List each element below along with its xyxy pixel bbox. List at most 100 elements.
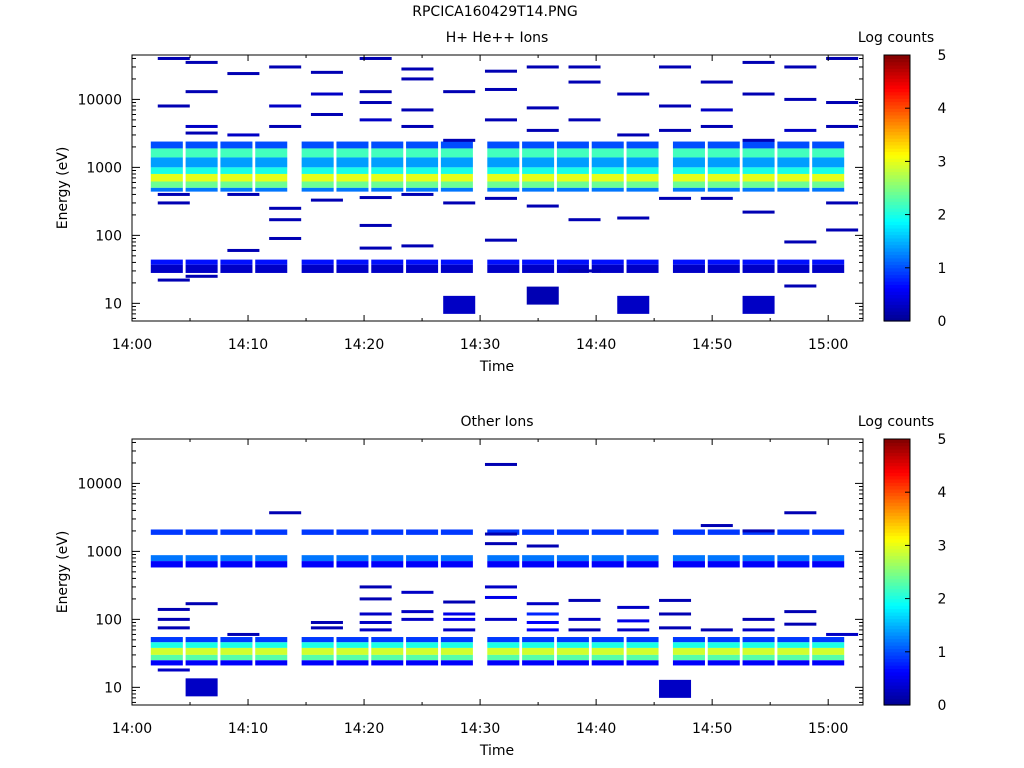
heatmap-cell: [742, 628, 775, 632]
heatmap-cell: [707, 642, 740, 648]
heatmap-cell: [784, 97, 817, 101]
heatmap-cell: [484, 462, 517, 466]
colorbar-segment: [884, 124, 910, 129]
colorbar-segment: [884, 267, 910, 272]
heatmap-cell: [406, 167, 439, 174]
heatmap-cell: [406, 181, 439, 188]
heatmap-cell: [185, 124, 218, 128]
heatmap-cell: [626, 148, 659, 158]
heatmap-cell: [591, 642, 624, 648]
heatmap-cell: [336, 654, 369, 661]
heatmap-cell: [336, 637, 369, 643]
colorbar-segment: [884, 572, 910, 576]
y-tick-label: 1000: [86, 160, 122, 176]
heatmap-cell: [556, 259, 589, 265]
colorbar-segment: [884, 475, 910, 480]
heatmap-cell: [301, 660, 334, 666]
heatmap-cell: [626, 654, 659, 661]
heatmap-cell: [220, 647, 253, 655]
heatmap-cell: [255, 187, 288, 192]
heatmap-cell: [672, 141, 705, 149]
heatmap-cell: [556, 141, 589, 149]
colorbar-tick-label: 0: [938, 698, 947, 714]
heatmap-cell: [568, 598, 601, 602]
heatmap-cell: [707, 187, 740, 192]
heatmap-cell: [487, 187, 520, 192]
heatmap-cell: [359, 597, 392, 601]
heatmap-cell: [336, 264, 369, 273]
heatmap-cell: [777, 141, 810, 149]
heatmap-cell: [301, 148, 334, 158]
x-tick-label: 14:30: [460, 337, 500, 353]
heatmap-cell: [777, 647, 810, 655]
colorbar-segment: [884, 492, 910, 497]
x-tick-label: 14:20: [344, 721, 384, 737]
heatmap-cell: [301, 561, 334, 568]
heatmap-cell: [371, 647, 404, 655]
heatmap-cell: [336, 561, 369, 568]
colorbar-segment: [884, 698, 910, 703]
heatmap-cell: [777, 264, 810, 273]
heatmap-cell: [626, 529, 659, 535]
colorbar-segment: [884, 661, 910, 666]
heatmap-cell: [742, 60, 775, 64]
heatmap-cell: [784, 622, 817, 626]
heatmap-cell: [568, 269, 601, 273]
heatmap-cell: [672, 148, 705, 158]
colorbar-segment: [884, 581, 910, 586]
heatmap-cell: [568, 617, 601, 621]
colorbar-tick-label: 5: [938, 48, 947, 64]
heatmap-cell: [359, 196, 392, 200]
heatmap-cell: [484, 595, 517, 599]
heatmap-cell: [185, 660, 218, 666]
colorbar-segment: [884, 621, 910, 626]
heatmap-cell: [522, 181, 555, 188]
heatmap-cell: [220, 555, 253, 562]
colorbar-segment: [884, 227, 910, 232]
heatmap-cell: [440, 654, 473, 661]
heatmap-cell: [443, 628, 476, 632]
colorbar-segment: [884, 608, 910, 613]
x-tick-label: 14:40: [576, 337, 616, 353]
heatmap-cell: [617, 605, 650, 609]
heatmap-cell: [406, 141, 439, 149]
colorbar-segment: [884, 488, 910, 493]
heatmap-cell: [185, 157, 218, 168]
heatmap-cell: [150, 141, 183, 149]
colorbar-segment: [884, 281, 910, 286]
heatmap-cell: [150, 555, 183, 562]
heatmap-cell: [359, 223, 392, 227]
colorbar-frame: [883, 54, 911, 322]
heatmap-cell: [659, 612, 692, 616]
heatmap-cell: [406, 264, 439, 273]
heatmap-cell: [826, 124, 859, 128]
colorbar-segment: [884, 545, 910, 550]
colorbar-segment: [884, 311, 910, 315]
heatmap-cell: [707, 264, 740, 273]
heatmap-cell: [626, 555, 659, 562]
heatmap-cell: [150, 173, 183, 182]
heatmap-cell: [812, 264, 845, 273]
heatmap-cell: [556, 173, 589, 182]
heatmap-cell: [406, 637, 439, 643]
heatmap-cell: [440, 264, 473, 273]
colorbar-segment: [884, 194, 910, 199]
heatmap-cell: [301, 259, 334, 265]
heatmap-cell: [220, 148, 253, 158]
colorbar-segment: [884, 688, 910, 693]
heatmap-cell: [522, 637, 555, 643]
heatmap-cell: [157, 617, 190, 621]
heatmap-cell: [568, 65, 601, 69]
colorbar-segment: [884, 78, 910, 83]
heatmap-cell: [659, 65, 692, 69]
colorbar-segment: [884, 575, 910, 580]
heatmap-cell: [487, 173, 520, 182]
colorbar-label: Log counts: [858, 30, 934, 46]
heatmap-cell: [484, 69, 517, 73]
heatmap-cell: [484, 87, 517, 91]
colorbar-segment: [884, 595, 910, 600]
heatmap-cell: [150, 637, 183, 643]
heatmap-cell: [440, 148, 473, 158]
heatmap-cell: [700, 80, 733, 84]
y-axis-label: Energy (eV): [55, 531, 71, 614]
